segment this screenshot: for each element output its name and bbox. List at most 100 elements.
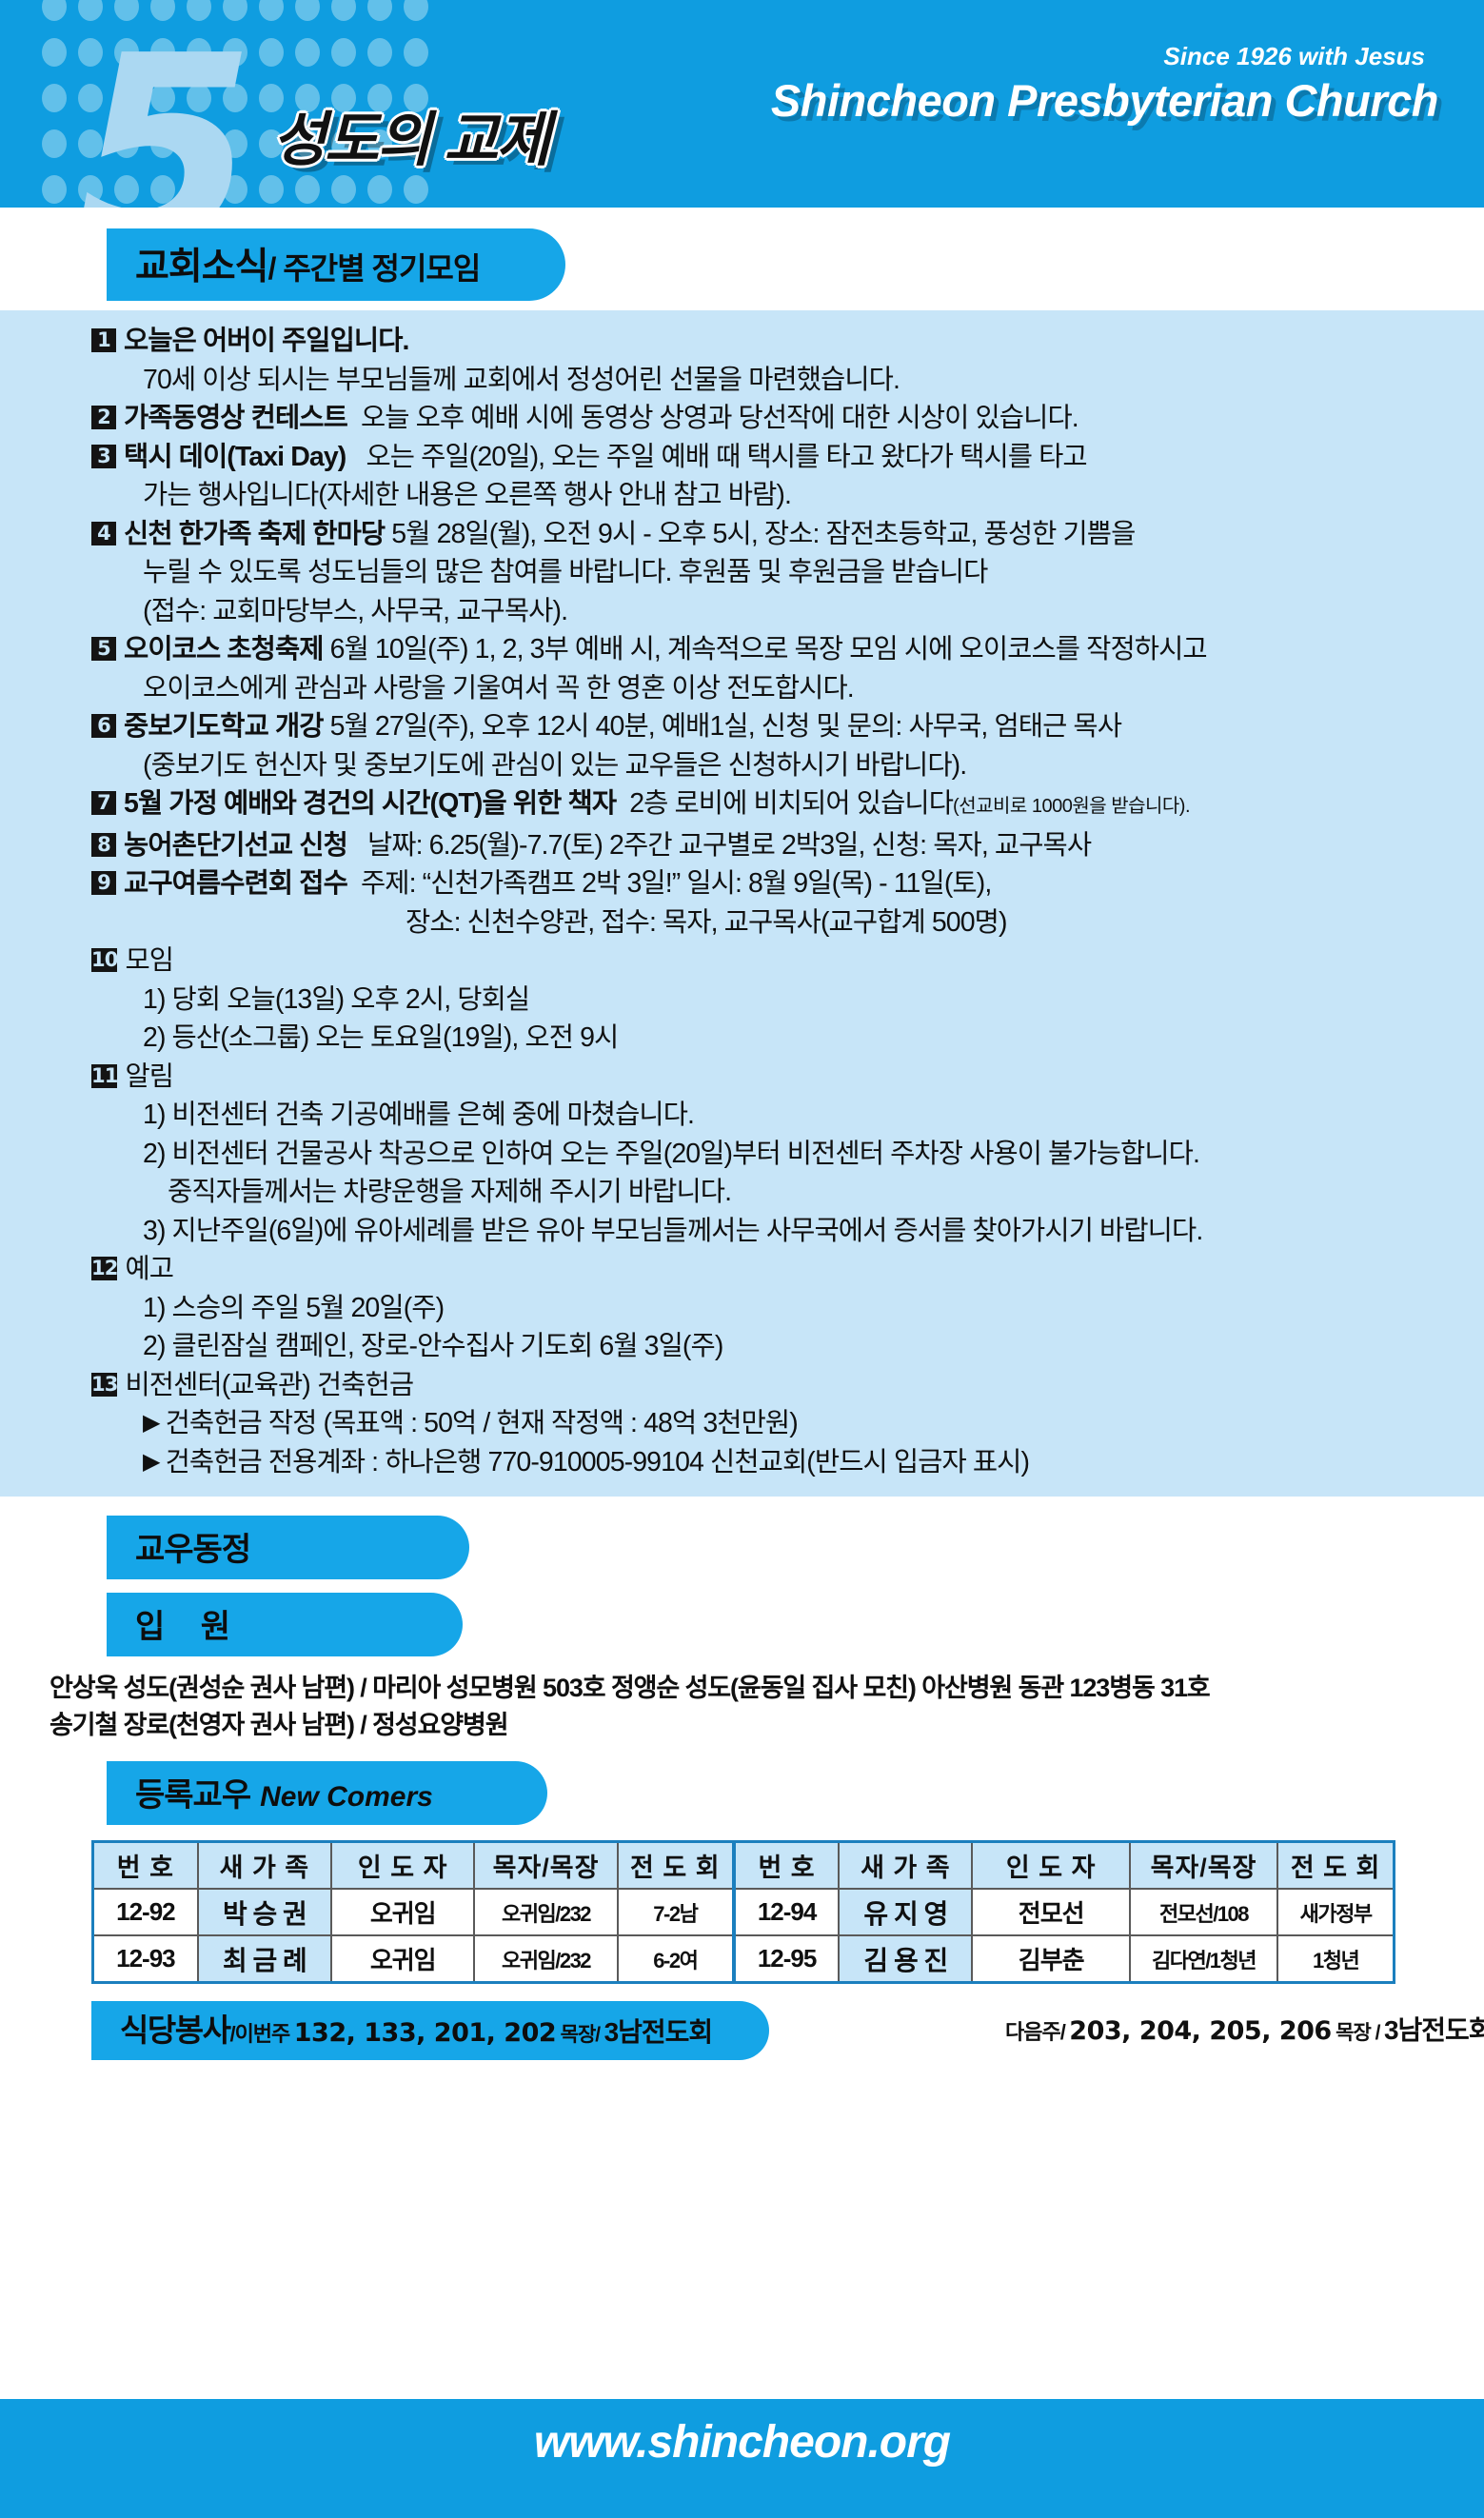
news-item-4-line-1: 누릴 수 있도록 성도님들의 많은 참여를 바랍니다. 후원품 및 후원금을 받… [143, 557, 988, 587]
news-item-8: 8 농어촌단기선교 신청 날짜: 6.25(월)-7.7(토) 2주간 교구별로 … [91, 826, 1465, 865]
news-item-10-sub-2: 2) 등산(소그룹) 오는 토요일(19일), 오전 9시 [143, 1022, 619, 1053]
cell-no: 12-94 [731, 1888, 841, 1936]
news-item-4: 4 신천 한가족 축제 한마당 5월 28일(월), 오전 9시 - 오후 5시,… [91, 515, 1465, 554]
col-header-newfamily-left: 새 가 족 [196, 1840, 333, 1890]
col-header-newfamily-right: 새 가 족 [838, 1840, 974, 1890]
church-news-panel: 1 오늘은 어버이 주일입니다. 70세 이상 되시는 부모님들께 교회에서 정성… [0, 310, 1484, 1497]
news-item-5: 5 오이코스 초청축제 6월 10일(주) 1, 2, 3부 예배 시, 계속적으… [91, 630, 1465, 669]
section-heading-main: 교회소식 [135, 247, 269, 287]
news-item-rest: 6월 10일(주) 1, 2, 3부 예배 시, 계속적으로 목장 모임 시에 … [329, 634, 1208, 664]
item-number-badge: 3 [91, 444, 116, 468]
item-number-badge: 12 [91, 1257, 118, 1280]
item-number-badge: 13 [91, 1372, 118, 1397]
cell-guide: 오귀임 [330, 1934, 476, 1984]
news-item-5-line-1: 오이코스에게 관심과 사랑을 기울여서 꼭 한 영혼 이상 전도합시다. [143, 672, 855, 704]
church-english-title: Shincheon Presbyterian Church [770, 75, 1439, 126]
item-number-badge: 6 [91, 714, 116, 738]
cell-mission: 1청년 [1276, 1934, 1395, 1984]
news-item-7-footnote: (선교비로 1000원을 받습니다). [953, 796, 1191, 817]
news-item-1: 1 오늘은 어버이 주일입니다. [91, 322, 1465, 361]
table-row: 12-92 박 승 권 오귀임 오귀임/232 7-2남 12-94 유 지 영… [91, 1888, 1395, 1936]
news-item-11-sub-2b: 중직자들께서는 차량운행을 자제해 주시기 바랍니다. [168, 1177, 732, 1207]
news-item-10-sub-1: 1) 당회 오늘(13일) 오후 2시, 당회실 [143, 983, 530, 1015]
bullet-text: 건축헌금 전용계좌 : 하나은행 770-910005-99104 신천교회(반… [165, 1446, 1030, 1477]
meal-next-week-rooms: 203, 204, 205, 206 [1069, 2016, 1332, 2046]
item-number-badge: 4 [91, 521, 116, 545]
news-item-1-line-1: 70세 이상 되시는 부모님들께 교회에서 정성어린 선물을 마련했습니다. [143, 364, 900, 395]
section-heading-member-news: 교우동정 [107, 1516, 470, 1579]
section-heading-newcomers-en: New Comers [260, 1781, 433, 1813]
item-number-badge: 9 [91, 871, 116, 895]
news-item-rest: 주제: “신천가족캠프 2박 3일!” 일시: 8월 9일(목) - 11일(토… [360, 868, 992, 899]
news-item-head: 오늘은 어버이 주일입니다. [124, 326, 409, 356]
church-website-url[interactable]: www.shincheon.org [533, 2417, 951, 2468]
news-item-6: 6 중보기도학교 개강 5월 27일(주), 오후 12시 40분, 예배1실, … [91, 707, 1465, 746]
col-header-mission-right: 전 도 회 [1276, 1840, 1395, 1890]
section-heading-church-news: 교회소식/ 주간별 정기모임 [107, 228, 566, 301]
meal-this-week-mid: 목장/ [560, 2024, 601, 2046]
news-item-11: 11 알림 [91, 1058, 1465, 1097]
news-item-9-line-1: 장소: 신천수양관, 접수: 목자, 교구목사(교구합계 500명) [406, 906, 1008, 938]
section-heading-admission: 입 원 [107, 1593, 464, 1656]
col-header-no-right: 번 호 [731, 1840, 841, 1890]
triangle-bullet-icon: ▶ [143, 1448, 160, 1475]
section-heading-sub: / 주간별 정기모임 [267, 251, 482, 286]
news-item-head: 오이코스 초청축제 [124, 634, 324, 664]
item-number-badge: 2 [91, 406, 116, 429]
news-item-rest: 5월 27일(주), 오후 12시 40분, 예배1실, 신청 및 문의: 사무… [329, 711, 1122, 742]
item-number-badge: 5 [91, 637, 116, 661]
news-item-9: 9 교구여름수련회 접수 주제: “신천가족캠프 2박 3일!” 일시: 8월 9… [91, 864, 1465, 903]
news-item-12-sub-1: 1) 스승의 주일 5월 20일(주) [143, 1292, 445, 1323]
news-item-4-line-2: (접수: 교회마당부스, 사무국, 교구목사). [143, 595, 568, 626]
news-item-head: 알림 [125, 1061, 174, 1092]
news-item-12-sub-2: 2) 클린잠실 캠페인, 장로-안수집사 기도회 6월 3일(주) [143, 1331, 723, 1361]
news-item-head: 예고 [125, 1254, 174, 1284]
meal-service-banner: 식당봉사/이번주 132, 133, 201, 202 목장/ 3남전도회 [91, 2001, 770, 2060]
section-heading-newcomers: 등록교우 New Comers [107, 1761, 547, 1825]
section-heading-newcomers-ko: 등록교우 [135, 1777, 251, 1814]
col-header-shepherd-right: 목자/목장 [1128, 1840, 1279, 1890]
col-header-guide-right: 인 도 자 [971, 1840, 1131, 1890]
since-tagline: Since 1926 with Jesus [1163, 42, 1425, 70]
admission-block: 입 원 [107, 1579, 1484, 1656]
meal-service-block: 식당봉사/이번주 132, 133, 201, 202 목장/ 3남전도회 다음… [91, 2001, 1484, 2060]
news-item-rest: 5월 28일(월), 오전 9시 - 오후 5시, 장소: 잠전초등학교, 풍성… [391, 518, 1136, 549]
news-item-6-line-1: (중보기도 헌신자 및 중보기도에 관심이 있는 교우들은 신청하시기 바랍니다… [143, 749, 967, 781]
news-item-rest: 오는 주일(20일), 오는 주일 예배 때 택시를 타고 왔다가 택시를 타고 [366, 441, 1087, 472]
cell-newfamily: 박 승 권 [196, 1888, 333, 1936]
cell-guide: 전모선 [971, 1888, 1131, 1936]
col-header-shepherd-left: 목자/목장 [473, 1840, 619, 1890]
news-item-rest: 날짜: 6.25(월)-7.7(토) 2주간 교구별로 2박3일, 신청: 목자… [366, 829, 1092, 861]
cell-mission: 새가정부 [1276, 1888, 1395, 1936]
newcomers-table: 번 호 새 가 족 인 도 자 목자/목장 전 도 회 번 호 새 가 족 인 … [91, 1840, 1395, 1984]
item-number-badge: 10 [91, 948, 118, 972]
cell-mission: 7-2남 [616, 1888, 735, 1936]
triangle-bullet-icon: ▶ [143, 1410, 160, 1436]
admission-line-2: 송기철 장로(천영자 권사 남편) / 정성요양병원 [49, 1711, 509, 1739]
issue-number: 5 [76, 0, 255, 208]
meal-this-week-label: /이번주 [229, 2022, 290, 2046]
item-number-badge: 11 [91, 1063, 118, 1088]
cell-newfamily: 유 지 영 [838, 1888, 974, 1936]
news-item-13-bullet-2: ▶ 건축헌금 전용계좌 : 하나은행 770-910005-99104 신천교회(… [91, 1443, 1465, 1482]
meal-service-title: 식당봉사 [120, 2012, 231, 2048]
page-header: 5 성도의 교제 Since 1926 with Jesus Shincheon… [0, 0, 1484, 208]
bullet-text: 건축헌금 작정 (목표액 : 50억 / 현재 작정액 : 48억 3천만원) [165, 1408, 799, 1438]
cell-no: 12-93 [91, 1934, 199, 1984]
news-item-head: 농어촌단기선교 신청 [124, 829, 348, 861]
meal-next-week-mid: 목장 / [1336, 2022, 1380, 2044]
news-item-head: 교구여름수련회 접수 [124, 868, 348, 899]
news-item-head: 신천 한가족 축제 한마당 [124, 518, 386, 549]
cell-guide: 김부춘 [971, 1934, 1131, 1984]
meal-this-week-group: 3남전도회 [603, 2017, 714, 2047]
member-news-block: 교우동정 [107, 1497, 1484, 1579]
meal-next-week-label: 다음주/ [1005, 2020, 1066, 2044]
cell-no: 12-95 [731, 1934, 841, 1984]
news-item-head: 모임 [125, 945, 174, 976]
page-body: 교회소식/ 주간별 정기모임 1 오늘은 어버이 주일입니다. 70세 이상 되시… [0, 208, 1484, 2060]
col-header-guide-left: 인 도 자 [330, 1840, 476, 1890]
cell-no: 12-92 [91, 1888, 199, 1936]
bulletin-korean-title: 성도의 교제 [272, 108, 550, 173]
news-item-head: 가족동영상 컨테스트 [124, 403, 348, 433]
item-number-badge: 7 [91, 791, 116, 815]
